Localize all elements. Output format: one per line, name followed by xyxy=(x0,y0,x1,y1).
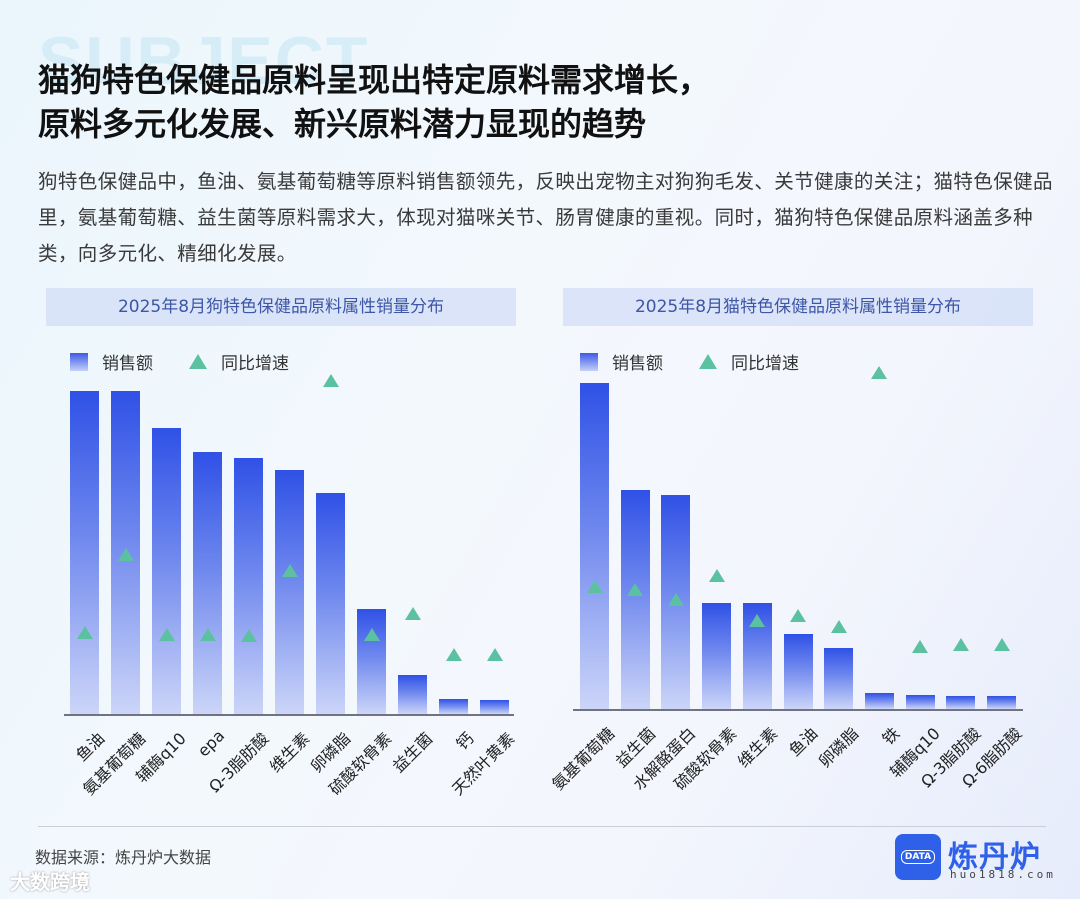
bar xyxy=(905,694,935,709)
cat-chart-legend: 销售额 同比增速 xyxy=(580,349,799,374)
bar xyxy=(824,648,854,709)
growth-marker-icon xyxy=(76,626,93,640)
growth-marker-icon xyxy=(749,614,766,628)
growth-marker-icon xyxy=(404,606,421,620)
legend-marker-label: 同比增速 xyxy=(731,354,799,374)
growth-marker-icon xyxy=(486,647,503,661)
brand-icon-text: DATA xyxy=(900,850,936,864)
x-tick-label: 卵磷脂 xyxy=(815,723,863,772)
bar xyxy=(234,457,263,714)
growth-marker-icon xyxy=(586,580,603,594)
x-tick-label: 维生素 xyxy=(733,723,782,772)
x-tick-label: 氨基葡萄糖 xyxy=(548,723,619,794)
x-tick-label: 维生素 xyxy=(265,728,314,777)
brand-name: 炼丹炉 xyxy=(948,840,1041,875)
bar xyxy=(620,489,650,709)
bar xyxy=(439,699,468,714)
cat-chart-plot: 氨基葡萄糖 益生菌 水解酪蛋白 硫酸软骨素 维生素 鱼油 卵磷脂铁辅酶q10 Ω-3脂肪酸 Ω-… xyxy=(548,366,1025,794)
cat-chart-title: 2025年8月猫特色保健品原料属性销量分布 xyxy=(563,288,1033,326)
subject-watermark: SUBJECT xyxy=(38,23,370,99)
bar xyxy=(987,695,1016,709)
growth-marker-icon xyxy=(281,564,298,578)
legend-bar-label: 销售额 xyxy=(102,354,153,374)
growth-marker-icon xyxy=(240,629,257,642)
bar xyxy=(275,469,304,714)
growth-marker-icon xyxy=(445,647,462,661)
data-source: 数据来源：炼丹炉大数据 xyxy=(35,848,212,867)
bar xyxy=(783,634,813,709)
footer-divider xyxy=(38,826,1046,827)
bar xyxy=(398,675,427,714)
bottom-watermark: 大数跨境 xyxy=(10,870,90,894)
growth-marker-icon xyxy=(199,628,216,642)
title-line-2: 原料多元化发展、新兴原料潜力显现的趋势 xyxy=(38,105,647,143)
bar xyxy=(580,383,609,709)
dog-chart-title: 2025年8月狗特色保健品原料属性销量分布 xyxy=(46,288,516,326)
page-title: 猫狗特色保健品原料呈现出特定原料需求增长， 原料多元化发展、新兴原料潜力显现的趋… xyxy=(38,58,1048,146)
bar xyxy=(316,493,345,714)
bar xyxy=(152,427,181,714)
x-tick-label: 益生菌 xyxy=(388,728,437,777)
bar-legend-swatch xyxy=(70,352,88,371)
triangle-legend-icon xyxy=(189,354,207,369)
description: 狗特色保健品中，鱼油、氨基葡萄糖等原料销售额领先，反映出宠物主对狗狗毛发、关节健… xyxy=(38,170,1053,265)
growth-marker-icon xyxy=(363,628,380,642)
growth-marker-icon xyxy=(952,638,969,652)
growth-marker-icon xyxy=(627,583,644,597)
growth-marker-icon xyxy=(912,640,929,653)
bar xyxy=(357,608,386,714)
dog-chart-legend: 销售额 同比增速 xyxy=(70,349,289,374)
bar xyxy=(864,693,894,709)
growth-marker-icon xyxy=(708,569,725,583)
growth-marker-icon xyxy=(871,366,888,380)
growth-marker-icon xyxy=(117,548,134,562)
growth-marker-icon xyxy=(158,628,175,642)
x-tick-label: epa xyxy=(193,726,229,761)
bar xyxy=(946,695,976,709)
bar-legend-swatch xyxy=(580,352,598,371)
growth-marker-icon xyxy=(993,638,1010,652)
growth-marker-icon xyxy=(667,592,684,606)
x-axis xyxy=(573,709,1023,711)
brand-url: huo1818.com xyxy=(950,868,1056,881)
bar xyxy=(193,451,222,714)
brand-logo-icon: DATA xyxy=(895,834,941,880)
x-tick-label: 铁 xyxy=(878,723,904,749)
x-axis xyxy=(64,714,514,716)
title-line-1: 猫狗特色保健品原料呈现出特定原料需求增长， xyxy=(38,61,711,99)
bar xyxy=(70,391,99,714)
legend-bar-label: 销售额 xyxy=(612,354,663,374)
growth-marker-icon xyxy=(322,373,339,387)
bar xyxy=(480,700,509,714)
growth-marker-icon xyxy=(830,619,847,633)
x-tick-label: 钙 xyxy=(452,728,478,754)
legend-marker-label: 同比增速 xyxy=(221,354,289,374)
triangle-legend-icon xyxy=(699,354,717,369)
bar xyxy=(702,603,732,709)
dog-chart-plot: 鱼油 氨基葡萄糖 辅酶q10 epa Ω-3脂肪酸 维生素 卵磷脂 硫酸软骨素 益生菌钙天然叶黄… xyxy=(64,372,518,799)
growth-marker-icon xyxy=(790,608,806,622)
